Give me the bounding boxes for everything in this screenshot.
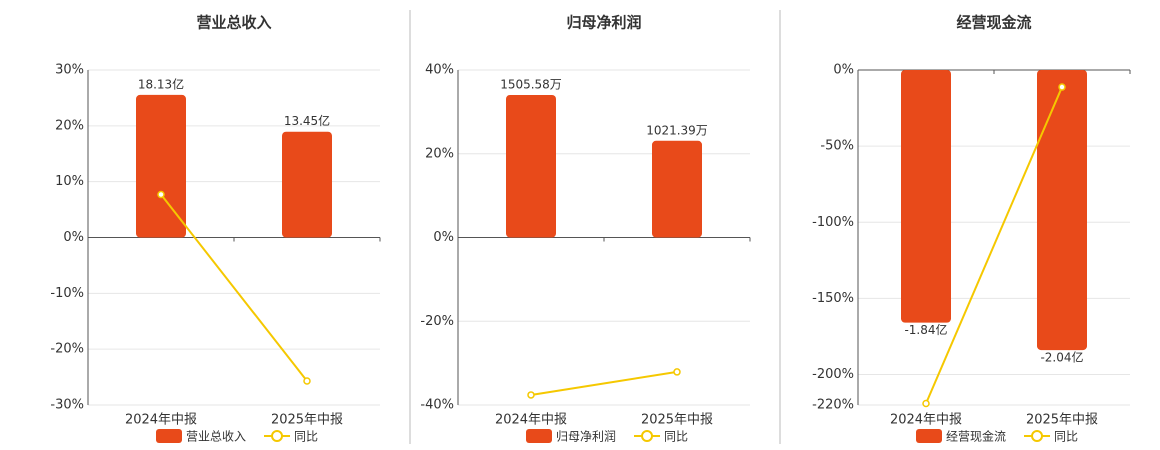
x-tick-label: 2024年中报: [125, 413, 197, 428]
bar: [1037, 70, 1087, 351]
y-tick-label: 40%: [425, 63, 454, 78]
legend-swatch: [156, 429, 182, 443]
legend-marker: [271, 430, 284, 442]
y-tick-label: -20%: [420, 314, 454, 329]
y-tick-label: -100%: [812, 215, 854, 230]
y-tick-label: -50%: [820, 139, 854, 154]
yoy-line: [925, 86, 1063, 404]
legend-swatch: [526, 429, 552, 443]
value-label: 1021.39万: [646, 123, 708, 137]
x-tick-label: 2025年中报: [1026, 413, 1098, 428]
chart-title: 归母净利润: [566, 14, 641, 32]
yoy-point: [922, 399, 930, 408]
chart-title: 经营现金流: [956, 14, 1031, 32]
yoy-line: [530, 370, 678, 396]
bar: [136, 94, 186, 238]
x-tick-label: 2024年中报: [495, 413, 567, 428]
legend-marker: [1031, 430, 1044, 442]
x-tick-label: 2024年中报: [890, 413, 962, 428]
value-label: 1505.58万: [500, 77, 562, 91]
chart-title: 营业总收入: [196, 14, 271, 32]
y-tick-label: 0%: [833, 63, 854, 78]
value-label: -1.84亿: [904, 322, 947, 337]
legend-label: 同比: [294, 430, 318, 444]
y-tick-label: -150%: [812, 291, 854, 306]
bar: [282, 131, 332, 238]
yoy-point: [527, 391, 535, 399]
value-label: -2.04亿: [1040, 350, 1083, 365]
legend-label: 同比: [664, 430, 688, 444]
yoy-line: [160, 193, 308, 382]
legend-label: 同比: [1054, 430, 1078, 444]
legend-label: 营业总收入: [186, 430, 246, 444]
yoy-point: [157, 190, 165, 199]
y-tick-label: -220%: [812, 398, 854, 413]
y-tick-label: -200%: [812, 367, 854, 382]
y-tick-label: 0%: [433, 230, 454, 245]
bar: [901, 70, 951, 323]
legend-marker: [641, 430, 654, 442]
x-tick-label: 2025年中报: [641, 413, 713, 428]
legend-label: 经营现金流: [946, 429, 1006, 444]
legend-label: 归母净利润: [556, 430, 616, 444]
y-tick-label: 20%: [425, 146, 454, 161]
bar: [506, 94, 556, 238]
y-tick-label: -20%: [50, 342, 84, 357]
yoy-point: [673, 368, 681, 376]
y-tick-label: 20%: [55, 118, 84, 133]
y-tick-label: 10%: [55, 174, 84, 189]
y-tick-label: 30%: [55, 63, 84, 78]
bar: [652, 140, 702, 238]
y-tick-label: 0%: [63, 230, 84, 245]
x-tick-label: 2025年中报: [271, 413, 343, 428]
y-tick-label: -30%: [50, 398, 84, 413]
yoy-point: [303, 377, 311, 385]
yoy-point: [1058, 83, 1066, 91]
legend-swatch: [916, 429, 942, 443]
value-label: 13.45亿: [284, 113, 330, 128]
y-tick-label: -40%: [420, 398, 454, 413]
y-tick-label: -10%: [50, 286, 84, 301]
value-label: 18.13亿: [138, 76, 184, 91]
